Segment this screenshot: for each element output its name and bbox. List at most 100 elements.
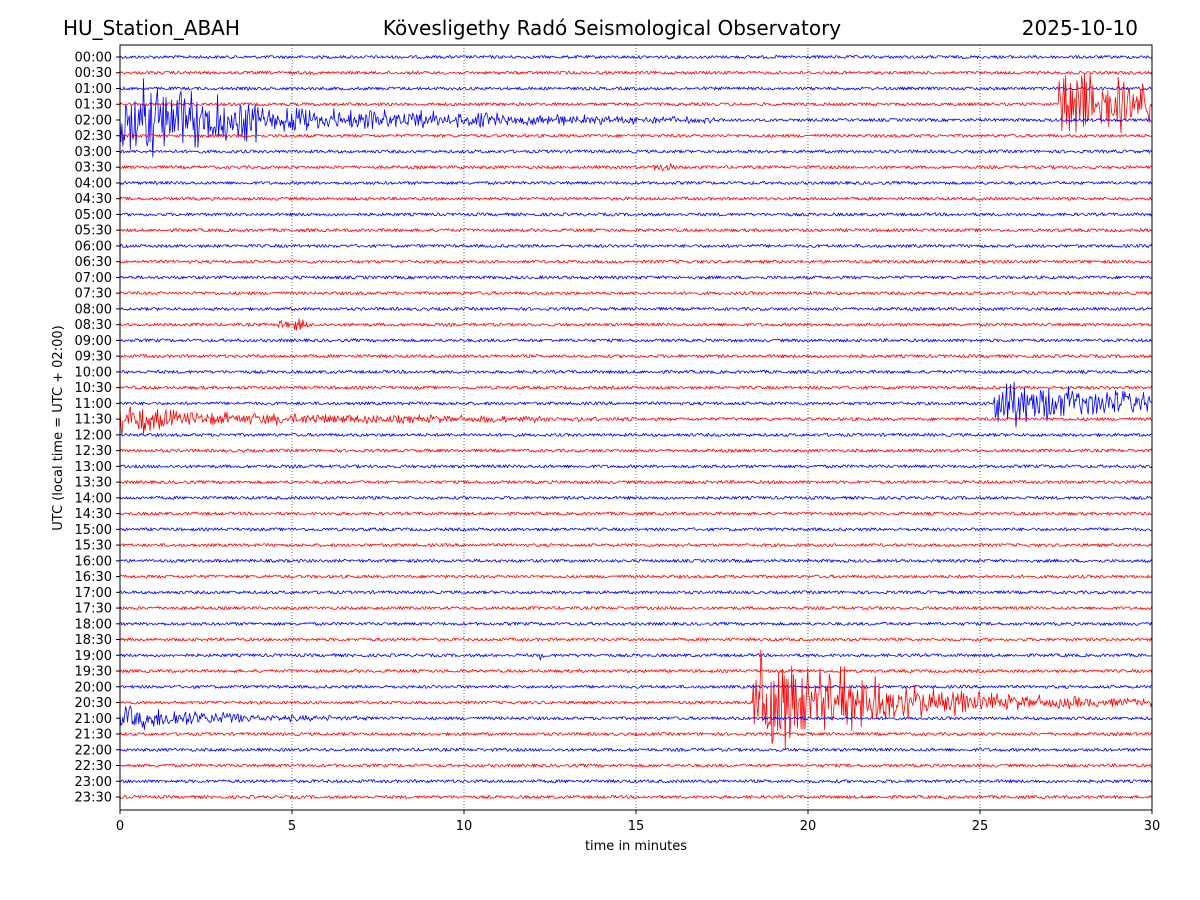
y-tick-label: 00:00 (75, 51, 112, 66)
y-tick-label: 10:00 (75, 365, 112, 380)
y-tick-label: 00:30 (75, 66, 112, 81)
trace-1530 (120, 543, 1152, 548)
y-tick-label: 18:30 (75, 633, 112, 648)
station-title: HU_Station_ABAH (63, 16, 240, 40)
trace-0930 (120, 354, 1152, 359)
trace-1930 (120, 669, 1152, 673)
y-tick-label: 16:00 (75, 554, 112, 569)
trace-1300 (120, 464, 1152, 469)
trace-2100 (120, 705, 1152, 730)
y-tick-label: 11:00 (75, 397, 112, 412)
x-axis: 0 5 10 15 20 25 30 (116, 810, 1160, 834)
y-tick-label: 03:00 (75, 145, 112, 160)
y-tick-label: 12:00 (75, 428, 112, 443)
x-tick-label: 5 (288, 819, 296, 834)
trace-0900 (120, 338, 1152, 343)
y-tick-label: 05:00 (75, 208, 112, 223)
trace-2030 (120, 649, 1152, 750)
traces (120, 55, 1152, 799)
trace-0430 (120, 196, 1152, 201)
y-tick-label: 01:00 (75, 82, 112, 97)
trace-1600 (120, 558, 1152, 563)
y-tick-label: 17:00 (75, 586, 112, 601)
x-tick-label: 30 (1144, 819, 1161, 834)
y-tick-label: 02:00 (75, 113, 112, 128)
trace-1900 (120, 653, 1152, 661)
y-tick-label: 14:00 (75, 491, 112, 506)
trace-1800 (120, 621, 1152, 626)
y-tick-label: 08:00 (75, 302, 112, 317)
trace-0200 (120, 78, 1152, 158)
y-tick-label: 17:30 (75, 602, 112, 617)
y-tick-label: 16:30 (75, 570, 112, 585)
trace-1330 (120, 480, 1152, 485)
trace-2230 (120, 763, 1152, 768)
y-tick-label: 07:30 (75, 287, 112, 302)
trace-0100 (120, 86, 1152, 91)
trace-1230 (120, 448, 1152, 453)
trace-0500 (120, 212, 1152, 217)
y-tick-label: 09:30 (75, 350, 112, 365)
y-tick-label: 21:30 (75, 728, 112, 743)
trace-0700 (120, 275, 1152, 280)
trace-1400 (120, 495, 1152, 500)
y-tick-label: 20:00 (75, 680, 112, 695)
y-tick-label: 21:00 (75, 712, 112, 727)
y-tick-label: 15:00 (75, 523, 112, 538)
trace-1730 (120, 606, 1152, 610)
y-tick-label: 02:30 (75, 129, 112, 144)
y-tick-label: 10:30 (75, 381, 112, 396)
trace-0330 (120, 163, 1152, 172)
trace-1630 (120, 574, 1152, 579)
y-tick-label: 23:30 (75, 791, 112, 806)
y-tick-label: 23:00 (75, 775, 112, 790)
trace-1100 (120, 381, 1152, 428)
observatory-title: Kövesligethy Radó Seismological Observat… (383, 16, 841, 40)
y-axis: 00:0000:3001:0001:3002:0002:3003:0003:30… (75, 51, 120, 806)
y-tick-label: 01:30 (75, 98, 112, 113)
x-tick-label: 25 (972, 819, 989, 834)
y-tick-label: 22:30 (75, 759, 112, 774)
trace-1000 (120, 369, 1152, 374)
trace-2200 (120, 747, 1152, 752)
y-tick-label: 04:00 (75, 176, 112, 191)
trace-1200 (120, 432, 1152, 437)
y-tick-label: 08:30 (75, 318, 112, 333)
trace-1830 (120, 637, 1152, 642)
y-tick-label: 11:30 (75, 413, 112, 428)
y-tick-label: 19:30 (75, 665, 112, 680)
trace-0830 (120, 318, 1152, 331)
y-tick-label: 09:00 (75, 334, 112, 349)
y-tick-label: 12:30 (75, 444, 112, 459)
grid-lines (291, 45, 981, 810)
trace-2000 (120, 684, 1152, 689)
y-tick-label: 07:00 (75, 271, 112, 286)
y-tick-label: 06:00 (75, 239, 112, 254)
x-tick-label: 20 (800, 819, 817, 834)
trace-2330 (120, 795, 1152, 799)
y-tick-label: 06:30 (75, 255, 112, 270)
y-axis-label: UTC (local time = UTC + 02:00) (51, 325, 66, 530)
trace-0600 (120, 244, 1152, 248)
y-tick-label: 22:00 (75, 743, 112, 758)
x-tick-label: 15 (628, 819, 645, 834)
y-tick-label: 13:00 (75, 460, 112, 475)
trace-0730 (120, 291, 1152, 296)
y-tick-label: 14:30 (75, 507, 112, 522)
trace-0130 (120, 73, 1152, 134)
y-tick-label: 13:30 (75, 476, 112, 491)
y-tick-label: 05:30 (75, 224, 112, 239)
trace-1030 (120, 385, 1152, 390)
trace-1130 (120, 406, 1152, 436)
trace-0630 (120, 259, 1152, 264)
trace-2300 (120, 779, 1152, 784)
y-tick-label: 20:30 (75, 696, 112, 711)
trace-1500 (120, 527, 1152, 532)
trace-0530 (120, 228, 1152, 233)
trace-0800 (120, 306, 1152, 311)
x-tick-label: 10 (456, 819, 473, 834)
x-axis-label: time in minutes (585, 839, 687, 854)
trace-0030 (120, 70, 1152, 75)
trace-1700 (120, 590, 1152, 595)
trace-1430 (120, 511, 1152, 516)
